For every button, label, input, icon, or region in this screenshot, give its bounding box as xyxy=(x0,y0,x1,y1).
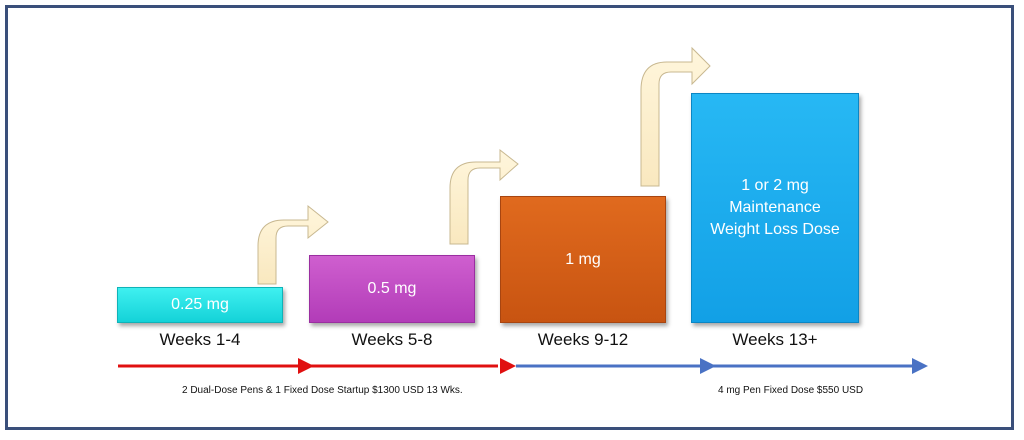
dose-label-3: 1 mg xyxy=(565,250,601,268)
step-arrow-2 xyxy=(449,148,519,245)
dose-label-4: 1 or 2 mg Maintenance Weight Loss Dose xyxy=(710,177,840,238)
dose-step-1: 0.25 mg xyxy=(117,287,283,323)
weeks-label-4: Weeks 13+ xyxy=(732,330,818,349)
timeline-red-arrowhead-1 xyxy=(298,358,314,374)
startup-cost-note: 2 Dual-Dose Pens & 1 Fixed Dose Startup … xyxy=(182,385,463,396)
timeline-blue-segment xyxy=(516,358,928,374)
timeline-red-segment xyxy=(118,358,516,374)
weeks-label-1: Weeks 1-4 xyxy=(159,330,241,349)
weeks-label-2: Weeks 5-8 xyxy=(351,330,433,349)
dose-label-1: 0.25 mg xyxy=(171,296,229,313)
dose-label-2: 0.5 mg xyxy=(367,280,417,297)
step-arrow-3 xyxy=(640,46,711,187)
dose-step-3: 1 mg xyxy=(500,196,666,323)
dose-step-4: 1 or 2 mg Maintenance Weight Loss Dose xyxy=(691,93,859,323)
dose-step-2: 0.5 mg xyxy=(309,255,475,323)
maintenance-cost-note: 4 mg Pen Fixed Dose $550 USD xyxy=(718,385,864,396)
timeline-red-arrowhead-2 xyxy=(500,358,516,374)
step-arrow-1 xyxy=(257,204,329,285)
timeline-blue-arrowhead-1 xyxy=(700,358,716,374)
timeline-blue-arrowhead-2 xyxy=(912,358,928,374)
weeks-label-3: Weeks 9-12 xyxy=(537,330,629,349)
